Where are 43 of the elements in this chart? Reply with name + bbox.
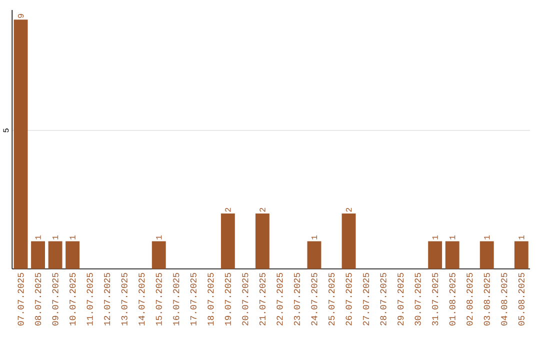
x-tick-label: 14.07.2025 [138,273,145,326]
x-tick-label: 17.07.2025 [190,273,196,326]
x-tick-label: 13.07.2025 [121,273,128,326]
x-tick-label: 12.07.2025 [104,273,110,326]
x-tick-label: 02.08.2025 [466,273,473,326]
x-tick-label: 29.07.2025 [398,273,404,326]
x-tick-label: 10.07.2025 [70,273,76,326]
data-label: 2 [260,208,266,212]
x-tick-label: 15.07.2025 [156,273,162,326]
x-tick-label: 01.08.2025 [449,273,456,326]
x-tick-label: 23.07.2025 [294,273,300,326]
x-tick-label: 22.07.2025 [276,273,283,326]
data-label: 1 [450,236,456,240]
x-tick-label: 05.08.2025 [518,273,524,326]
x-tick-label: 19.07.2025 [224,273,231,326]
x-tick-label: 25.07.2025 [328,273,335,326]
x-tick-label: 30.07.2025 [414,273,421,326]
x-tick-label: 24.07.2025 [311,273,318,326]
x-tick-label: 31.07.2025 [432,273,438,326]
x-tick-label: 09.07.2025 [52,273,58,326]
data-label: 9 [18,14,24,18]
x-tick-label: 20.07.2025 [242,273,248,326]
data-label: 1 [52,236,58,240]
x-tick-label: 21.07.2025 [259,273,266,326]
data-label: 1 [311,236,318,240]
data-label: 1 [156,236,162,240]
x-tick-label: 07.07.2025 [18,273,24,326]
x-tick-label: 27.07.2025 [362,273,370,326]
x-tick-label: 11.07.2025 [86,273,93,326]
data-label: 2 [225,208,231,212]
x-tick-label: 04.08.2025 [501,273,508,326]
x-tick-label: 26.07.2025 [346,273,352,326]
data-label: 1 [432,236,438,240]
x-tick-label: 28.07.2025 [380,273,386,326]
data-label: 1 [70,236,76,240]
x-tick-label: 03.08.2025 [484,273,490,326]
data-label: 2 [346,208,352,212]
data-label: 1 [484,236,490,240]
x-tick-label: 16.07.2025 [173,273,180,326]
data-label: 1 [518,236,524,240]
x-tick-label: 18.07.2025 [208,273,214,326]
x-tick-label: 08.07.2025 [34,273,42,326]
data-label: 1 [35,236,41,240]
